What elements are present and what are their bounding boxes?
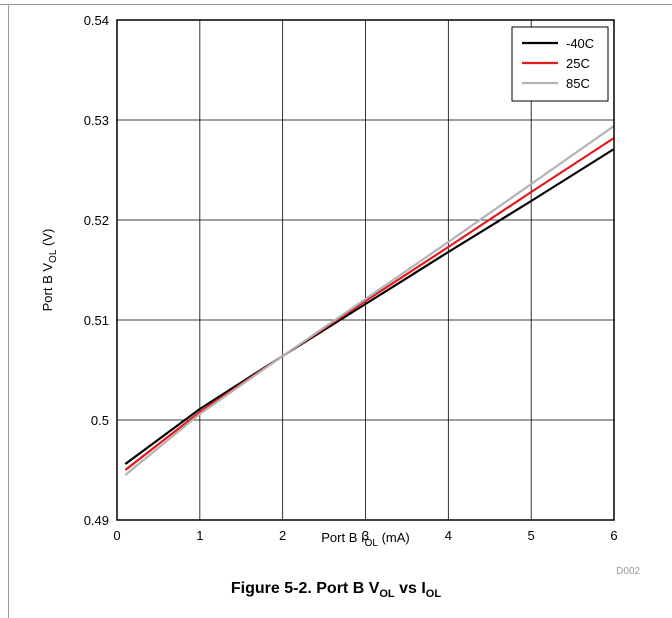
- legend-label: 85C: [566, 76, 590, 91]
- figure-caption: Figure 5-2. Port B VOL vs IOL: [0, 580, 672, 600]
- y-tick-label: 0.53: [84, 113, 109, 128]
- y-tick-label: 0.52: [84, 213, 109, 228]
- series-line--40C: [125, 149, 614, 464]
- y-tick-label: 0.49: [84, 513, 109, 528]
- y-tick-labels: 0.49 0.5 0.51 0.52 0.53 0.54: [84, 13, 109, 528]
- x-tick-label: 4: [445, 528, 452, 543]
- x-tick-label: 0: [113, 528, 120, 543]
- y-tick-label: 0.51: [84, 313, 109, 328]
- x-tick-label: 5: [528, 528, 535, 543]
- figure-code: D002: [616, 566, 640, 575]
- y-tick-label: 0.5: [91, 413, 109, 428]
- x-tick-label: 1: [196, 528, 203, 543]
- legend-label: 25C: [566, 56, 590, 71]
- y-tick-label: 0.54: [84, 13, 109, 28]
- legend-label: -40C: [566, 36, 594, 51]
- x-tick-label: 2: [279, 528, 286, 543]
- series-lines: [125, 126, 614, 475]
- y-axis-label: Port B VOL (V): [40, 229, 59, 312]
- x-tick-label: 6: [610, 528, 617, 543]
- legend: -40C 25C 85C: [512, 27, 608, 101]
